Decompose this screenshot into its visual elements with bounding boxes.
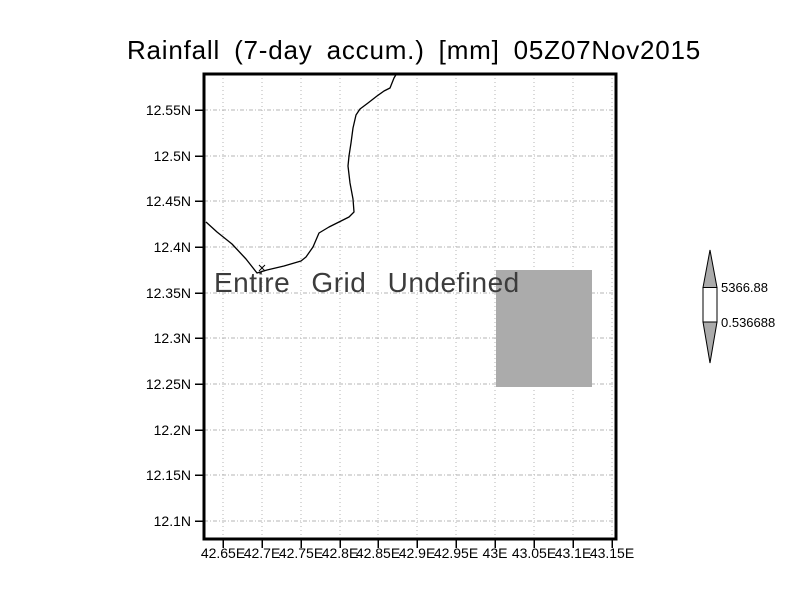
colorbar-min-label: 0.536688 xyxy=(721,315,775,330)
y-tick-label: 12.2N xyxy=(154,422,191,438)
y-tick-label: 12.35N xyxy=(146,285,191,301)
x-tick-label: 43.05E xyxy=(512,545,556,561)
x-tick-label: 42.75E xyxy=(279,545,323,561)
x-tick-label: 43E xyxy=(483,545,508,561)
x-tick-label: 42.85E xyxy=(356,545,400,561)
plot-border xyxy=(202,72,618,541)
y-tick-label: 12.45N xyxy=(146,193,191,209)
colorbar: 5366.88 0.536688 xyxy=(702,249,775,364)
x-tick-label: 43.1E xyxy=(555,545,592,561)
coastline xyxy=(205,72,398,274)
x-tick-label: 42.8E xyxy=(322,545,359,561)
x-tick-label: 42.65E xyxy=(201,545,245,561)
x-tick-label: 42.7E xyxy=(244,545,281,561)
map-cross-marker xyxy=(258,264,266,272)
y-tick-label: 12.15N xyxy=(146,467,191,483)
page-title: Rainfall (7-day accum.) [mm] 05Z07Nov201… xyxy=(127,35,701,65)
colorbar-up-arrow xyxy=(702,249,718,288)
y-tick-label: 12.55N xyxy=(146,102,191,118)
y-tick-label: 12.25N xyxy=(146,376,191,392)
y-axis-ticks xyxy=(195,109,203,522)
x-axis-labels: 42.65E 42.7E 42.75E 42.8E 42.85E 42.9E 4… xyxy=(201,545,634,561)
colorbar-down-arrow xyxy=(702,321,718,364)
x-tick-label: 42.95E xyxy=(434,545,478,561)
colorbar-max-label: 5366.88 xyxy=(721,280,768,295)
y-axis-labels: 12.55N 12.5N 12.45N 12.4N 12.35N 12.3N 1… xyxy=(146,102,191,529)
undefined-grid-annotation: Entire Grid Undefined xyxy=(214,267,520,298)
y-tick-label: 12.5N xyxy=(154,148,191,164)
y-tick-label: 12.3N xyxy=(154,330,191,346)
x-tick-label: 42.9E xyxy=(399,545,436,561)
x-axis-ticks xyxy=(222,540,613,548)
shaded-region xyxy=(496,270,592,387)
colorbar-box xyxy=(702,287,718,323)
x-tick-label: 43.15E xyxy=(590,545,634,561)
y-tick-label: 12.4N xyxy=(154,239,191,255)
y-tick-label: 12.1N xyxy=(154,513,191,529)
